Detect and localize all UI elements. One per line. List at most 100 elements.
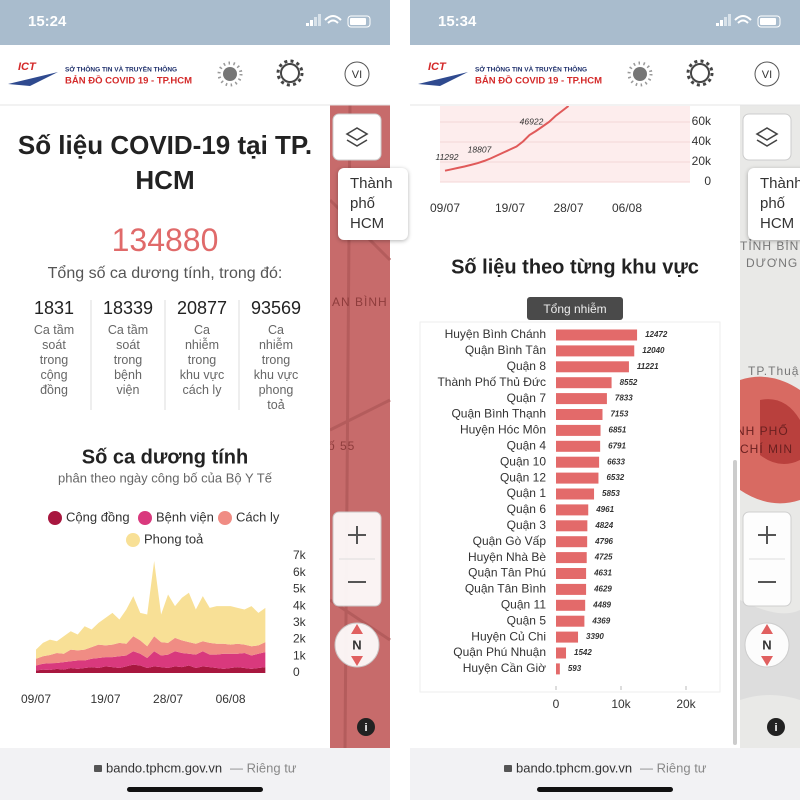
value-label: 4369 [591, 616, 610, 625]
category-label: Quận 8 [507, 359, 547, 373]
y-tick-label: 7k [293, 548, 307, 562]
legend-label: Bệnh viện [156, 509, 214, 524]
value-label: 4629 [593, 585, 612, 594]
category-label: Huyện Củ Chi [471, 629, 546, 643]
compass-needle [761, 624, 773, 666]
org-name: SỞ THÔNG TIN VÀ TRUYỀN THÔNG [65, 64, 177, 74]
value-label: 6633 [607, 457, 625, 466]
info-icon: i [774, 722, 777, 734]
legend-swatch [138, 511, 152, 525]
value-label: 4631 [593, 569, 612, 578]
metric-button[interactable]: Tổng nhiễm [527, 297, 623, 320]
signal-bar [724, 17, 727, 26]
value-label: 593 [568, 664, 582, 673]
stat-label: Ca nhiễm trong khu vực cách ly [179, 323, 225, 397]
bar [556, 377, 612, 389]
value-label: 6851 [609, 426, 627, 435]
stat-label: Ca nhiễm trong khu vực phong toả [253, 323, 299, 412]
home-indicator [537, 787, 673, 792]
category-label: Quận 11 [501, 597, 546, 611]
y-tick-label: 0 [704, 174, 711, 188]
bar [556, 361, 629, 373]
app-header [410, 45, 800, 105]
map-label: NH PHỐ [736, 423, 789, 438]
info-button[interactable] [767, 718, 785, 736]
area-series [36, 636, 266, 666]
map-labels: TỈNH BÌN DƯƠNG TP.Thuậ NH PHỐ CHÍ MIN [736, 238, 798, 456]
stat-label: Ca tầm soát trong cộng đồng [33, 323, 75, 397]
bar [556, 536, 588, 548]
chart-title: Số ca dương tính [82, 446, 248, 468]
category-label: Huyện Cần Giờ [463, 661, 546, 675]
value-label: 7153 [610, 410, 628, 419]
stat-value: 1831 [33, 298, 75, 318]
data-label: 18807 [468, 144, 492, 154]
stat-dividers [90, 300, 240, 410]
stat-label: Ca tầm soát trong bệnh viện [107, 323, 149, 397]
language-button[interactable] [344, 61, 370, 87]
status-time: 15:24 [28, 13, 67, 30]
home-indicator [127, 787, 263, 792]
status-time: 15:34 [438, 13, 477, 30]
url: bando.tphcm.gov.vn [516, 760, 632, 775]
map-region [760, 399, 800, 464]
category-label: Quận Phú Nhuận [453, 645, 546, 659]
layers-icon [345, 127, 369, 147]
language-label: VI [762, 69, 772, 81]
zoom-in-icon [758, 526, 776, 544]
line-chart: 11292 18807 46922 [435, 106, 690, 183]
legend-swatch [218, 511, 232, 525]
app-header [0, 45, 390, 105]
wifi-icon [734, 15, 752, 24]
bar [556, 393, 607, 405]
scrollbar [733, 460, 737, 745]
page-title: Số liệu COVID-19 tại TP. HCM [17, 130, 313, 195]
compass[interactable] [744, 622, 790, 668]
y-tick-label: 60k [692, 114, 712, 128]
bar [556, 456, 600, 468]
map-label: ố 55 [328, 439, 355, 453]
signal-bar [728, 14, 731, 26]
data-label: 11292 [435, 152, 458, 162]
logo: ICT [18, 61, 37, 73]
category-label: Quận Gò Vấp [473, 534, 547, 548]
language-button[interactable] [754, 61, 780, 87]
bar [556, 599, 586, 611]
x-tick-label: 28/07 [153, 692, 183, 706]
info-button[interactable] [357, 718, 375, 736]
map-label: DƯƠNG [746, 256, 798, 270]
signal-bar [716, 23, 719, 26]
category-label: Quận 10 [500, 454, 546, 468]
signal-bar [310, 20, 313, 26]
bar [556, 409, 603, 420]
layers-button[interactable] [742, 113, 792, 161]
language-label: VI [352, 69, 362, 81]
chart-subtitle: phân theo ngày công bố của Bộ Y Tế [58, 470, 273, 485]
x-tick-label: 20k [676, 697, 696, 711]
chart-title: Số liệu theo từng khu vực [451, 256, 699, 278]
compass-label: N [352, 637, 361, 652]
chart-frame [419, 321, 721, 693]
virus-spikes [217, 61, 243, 87]
area-series [36, 561, 266, 659]
x-tick-label: 06/08 [216, 692, 246, 706]
layers-button[interactable] [332, 113, 382, 161]
battery-level [760, 18, 776, 25]
x-tick-label: 06/08 [612, 201, 642, 215]
bar [556, 583, 587, 595]
value-label: 6532 [606, 473, 624, 482]
compass[interactable] [334, 622, 380, 668]
zoom-in-icon [348, 526, 366, 544]
area-series [36, 664, 266, 673]
value-label: 4961 [595, 505, 614, 514]
value-label: 4796 [594, 537, 613, 546]
category-label: Huyện Nhà Bè [468, 550, 546, 564]
total-count: 134880 [111, 222, 219, 258]
bar [556, 504, 589, 516]
battery-level [350, 18, 366, 25]
map-labels: AN BÌNH ố 55 [328, 294, 387, 453]
bar [556, 552, 587, 564]
